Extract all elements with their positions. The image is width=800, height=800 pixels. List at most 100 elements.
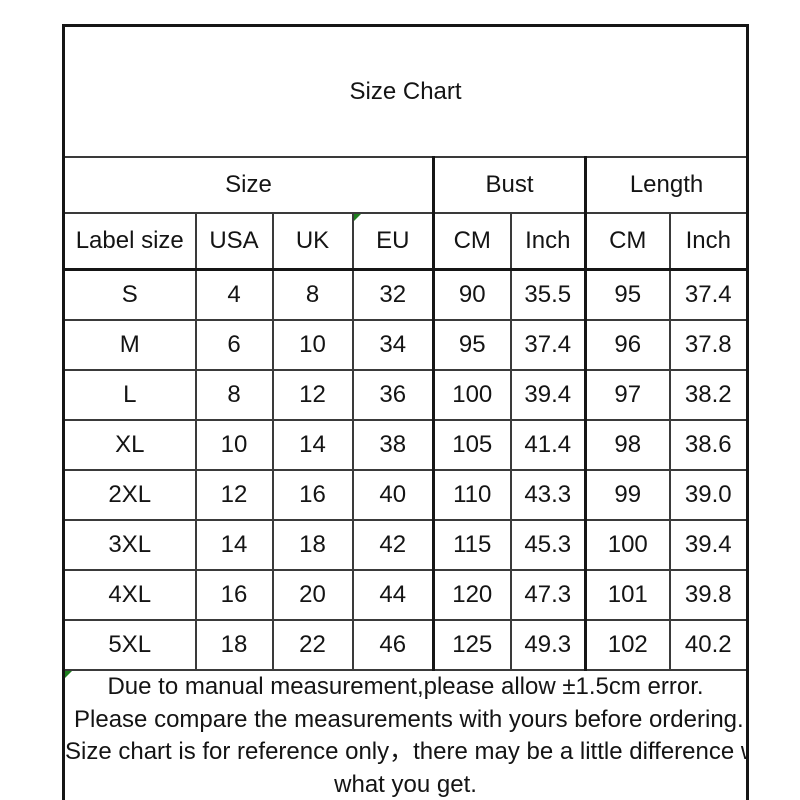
table-cell: 38.6 xyxy=(668,419,749,471)
table-row-2xl: 2XL 12 16 40 110 43.3 99 39.0 xyxy=(62,469,749,521)
table-cell: 47.3 xyxy=(509,569,587,621)
table-cell: 38.2 xyxy=(668,369,749,421)
table-cell: 98 xyxy=(584,419,671,471)
table-cell: 40.2 xyxy=(668,619,749,671)
table-cell: 20 xyxy=(271,569,354,621)
column-header-uk-2: UK xyxy=(271,212,354,271)
table-cell: 2XL xyxy=(62,469,197,521)
table-cell: 125 xyxy=(432,619,512,671)
table-row-xl: XL 10 14 38 105 41.4 98 38.6 xyxy=(62,419,749,471)
table-cell: 10 xyxy=(194,419,274,471)
column-header-label: USA xyxy=(209,227,259,254)
table-cell: M xyxy=(62,319,197,371)
column-header-cm-4: CM xyxy=(432,212,512,271)
table-cell: 4 xyxy=(194,268,274,321)
column-header-label: Label size xyxy=(75,227,184,254)
table-cell: XL xyxy=(62,419,197,471)
cell-corner-marker-icon xyxy=(354,214,361,221)
table-cell: 102 xyxy=(584,619,671,671)
column-header-row: Label size USA UK EU CM Inch CM Inch xyxy=(62,212,749,271)
notes-cell: Due to manual measurement,please allow ±… xyxy=(62,669,749,800)
table-cell: 39.4 xyxy=(668,519,749,571)
column-header-label: CM xyxy=(609,227,647,254)
notes-row: Due to manual measurement,please allow ±… xyxy=(62,669,749,800)
column-header-cm-6: CM xyxy=(584,212,671,271)
group-header-size: Size xyxy=(62,156,435,214)
column-header-label: CM xyxy=(453,227,491,254)
group-header-length: Length xyxy=(583,156,749,214)
table-cell: 6 xyxy=(194,319,274,371)
table-cell: 37.4 xyxy=(509,319,587,371)
title-row: Size Chart xyxy=(62,24,749,158)
table-cell: S xyxy=(62,268,197,321)
table-row-l: L 8 12 36 100 39.4 97 38.2 xyxy=(62,369,749,421)
table-cell: 101 xyxy=(584,569,671,621)
table-cell: 43.3 xyxy=(509,469,587,521)
table-cell: 45.3 xyxy=(509,519,587,571)
table-cell: 49.3 xyxy=(509,619,587,671)
table-cell: 100 xyxy=(584,519,671,571)
table-cell: 37.8 xyxy=(668,319,749,371)
size-chart-table: Size Chart Size Bust Length Label size USA U… xyxy=(62,24,750,800)
note-line-3: Size chart is for reference only，there m… xyxy=(65,738,748,765)
column-header-label: Inch xyxy=(685,227,731,254)
page-title: Size Chart xyxy=(62,24,749,158)
table-cell: 14 xyxy=(194,519,274,571)
table-cell: L xyxy=(62,369,197,421)
table-cell: 14 xyxy=(271,419,354,471)
table-cell: 12 xyxy=(271,369,354,421)
column-header-label: EU xyxy=(376,227,410,254)
note-line-2: Please compare the measurements with you… xyxy=(67,705,744,733)
table-cell: 36 xyxy=(351,369,435,421)
note-line-4: what you get. xyxy=(334,770,477,798)
table-cell: 16 xyxy=(194,569,274,621)
table-cell: 90 xyxy=(432,268,512,321)
table-cell: 110 xyxy=(432,469,512,521)
table-cell: 46 xyxy=(351,619,435,671)
table-cell: 39.4 xyxy=(509,369,587,421)
table-cell: 44 xyxy=(351,569,435,621)
table-cell: 37.4 xyxy=(668,268,749,321)
column-header-label: UK xyxy=(295,227,330,254)
table-cell: 42 xyxy=(351,519,435,571)
table-cell: 38 xyxy=(351,419,435,471)
table-cell: 95 xyxy=(584,268,671,321)
group-header-bust: Bust xyxy=(432,156,587,214)
column-header-inch-7: Inch xyxy=(668,212,749,271)
table-cell: 18 xyxy=(271,519,354,571)
table-cell: 18 xyxy=(194,619,274,671)
table-cell: 96 xyxy=(584,319,671,371)
group-header-row: Size Bust Length xyxy=(62,156,749,214)
table-row-5xl: 5XL 18 22 46 125 49.3 102 40.2 xyxy=(62,619,749,671)
table-cell: 35.5 xyxy=(509,268,587,321)
table-cell: 10 xyxy=(271,319,354,371)
table-cell: 97 xyxy=(584,369,671,421)
table-cell: 4XL xyxy=(62,569,197,621)
column-header-inch-5: Inch xyxy=(509,212,587,271)
table-row-s: S 4 8 32 90 35.5 95 37.4 xyxy=(62,268,749,321)
table-cell: 8 xyxy=(271,268,354,321)
table-cell: 99 xyxy=(584,469,671,521)
table-row-m: M 6 10 34 95 37.4 96 37.8 xyxy=(62,319,749,371)
table-cell: 16 xyxy=(271,469,354,521)
column-header-label: Inch xyxy=(525,227,571,254)
table-cell: 39.0 xyxy=(668,469,749,521)
table-cell: 115 xyxy=(432,519,512,571)
table-cell: 95 xyxy=(432,319,512,371)
column-header-label-size-0: Label size xyxy=(62,212,197,271)
table-cell: 40 xyxy=(351,469,435,521)
table-cell: 41.4 xyxy=(509,419,587,471)
table-cell: 120 xyxy=(432,569,512,621)
table-cell: 22 xyxy=(271,619,354,671)
table-row-3xl: 3XL 14 18 42 115 45.3 100 39.4 xyxy=(62,519,749,571)
column-header-eu-3: EU xyxy=(351,212,435,271)
table-cell: 3XL xyxy=(62,519,197,571)
table-cell: 8 xyxy=(194,369,274,421)
table-cell: 5XL xyxy=(62,619,197,671)
table-row-4xl: 4XL 16 20 44 120 47.3 101 39.8 xyxy=(62,569,749,621)
table-cell: 39.8 xyxy=(668,569,749,621)
table-cell: 100 xyxy=(432,369,512,421)
table-cell: 12 xyxy=(194,469,274,521)
note-line-1: Due to manual measurement,please allow ±… xyxy=(107,673,704,700)
